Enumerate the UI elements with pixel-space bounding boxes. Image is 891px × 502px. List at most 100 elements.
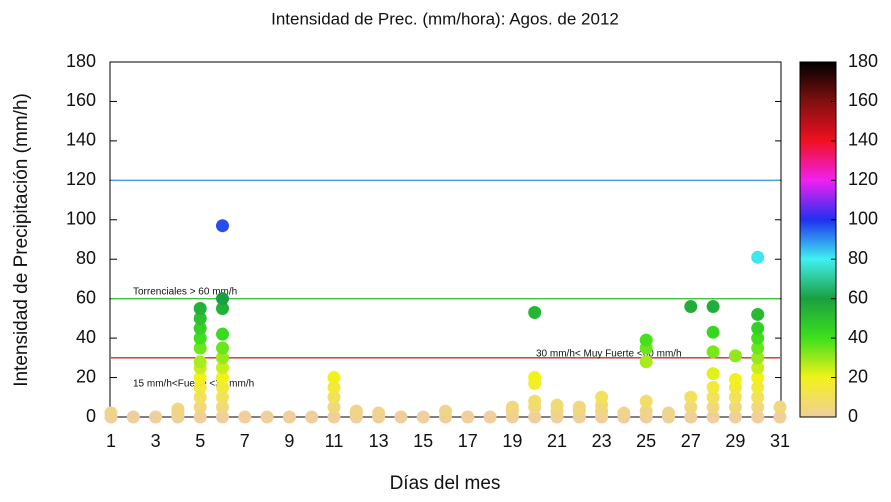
x-tick-label: 5 (195, 431, 205, 451)
data-point (572, 400, 586, 414)
data-point (193, 302, 207, 316)
data-point (639, 355, 653, 369)
data-point (282, 410, 296, 424)
data-point (639, 333, 653, 347)
data-point (595, 390, 609, 404)
data-point (617, 406, 631, 420)
data-point (216, 292, 229, 306)
plot-frame (109, 61, 782, 418)
y-tick-label: 40 (76, 327, 96, 347)
x-tick-label: 15 (413, 431, 433, 451)
data-point (149, 410, 163, 424)
data-point (439, 404, 452, 418)
y-tick-label: 160 (66, 90, 96, 110)
data-point (216, 390, 229, 404)
data-point (706, 300, 720, 314)
x-tick-label: 23 (592, 431, 612, 451)
data-point (639, 404, 653, 418)
data-point (773, 410, 787, 424)
x-tick-label: 7 (240, 431, 250, 451)
data-point (216, 400, 229, 414)
y-tick-label: 0 (86, 406, 96, 426)
x-tick-label: 11 (325, 431, 344, 451)
data-point (751, 307, 765, 321)
data-point (773, 400, 787, 414)
y-tick-label: 80 (76, 248, 96, 268)
data-point (528, 394, 542, 408)
annotation: 15 mm/h<Fuerte <30 mm/h (133, 379, 254, 390)
data-point (216, 302, 229, 316)
data-point (662, 406, 675, 420)
data-point (260, 410, 274, 424)
data-point (483, 410, 497, 424)
data-point (684, 410, 698, 424)
data-point (751, 321, 765, 335)
colorbar-tick-label: 120 (848, 169, 878, 189)
data-point (372, 406, 386, 420)
colorbar-tick-label: 140 (848, 130, 878, 150)
data-point (193, 400, 207, 414)
chart-title: Intensidad de Prec. (mm/hora): Agos. de … (271, 9, 619, 28)
data-point (751, 341, 765, 355)
data-point (751, 410, 765, 424)
colorbar-tick-label: 40 (848, 327, 868, 347)
data-point (684, 390, 698, 404)
data-point (751, 371, 765, 385)
data-point (193, 410, 207, 424)
data-point (751, 400, 765, 414)
data-point (751, 361, 765, 375)
data-point (305, 410, 319, 424)
colorbar-tick-label: 180 (848, 51, 878, 71)
data-point (216, 219, 229, 233)
y-tick-label: 140 (66, 130, 96, 150)
x-tick-label: 9 (284, 431, 294, 451)
data-point (461, 410, 475, 424)
data-point (193, 341, 207, 355)
data-point (327, 390, 341, 404)
data-point (327, 371, 341, 385)
x-tick-label: 13 (369, 431, 389, 451)
data-point (639, 394, 653, 408)
data-point (126, 410, 140, 424)
data-point (706, 410, 720, 424)
x-tick-label: 29 (725, 431, 745, 451)
data-point (349, 404, 363, 418)
x-tick-label: 25 (636, 431, 656, 451)
x-tick-label: 3 (151, 431, 161, 451)
data-point (193, 371, 207, 385)
data-point (193, 321, 207, 335)
y-tick-label: 100 (66, 209, 96, 229)
data-point (706, 345, 720, 359)
y-tick-label: 180 (66, 51, 96, 71)
colorbar (799, 61, 837, 418)
data-point (706, 380, 720, 394)
reference-label: 30 mm/h< Muy Fuerte <60 mm/h (536, 349, 682, 360)
data-point (193, 380, 207, 394)
x-tick-label: 17 (458, 431, 478, 451)
data-point (684, 300, 698, 314)
data-point (394, 410, 408, 424)
y-tick-label: 20 (76, 366, 96, 386)
data-point (728, 400, 742, 414)
data-point (728, 349, 742, 363)
data-point (216, 341, 229, 355)
x-axis-label: Días del mes (390, 473, 501, 494)
data-point (193, 390, 207, 404)
data-point (706, 390, 720, 404)
data-point (216, 380, 229, 394)
x-tick-label: 21 (547, 431, 567, 451)
data-point (216, 371, 229, 385)
data-point (751, 331, 765, 345)
data-point (327, 380, 341, 394)
data-point (528, 371, 542, 385)
data-point (171, 402, 185, 416)
data-point (216, 351, 229, 365)
data-point (728, 390, 742, 404)
data-point (550, 398, 564, 412)
data-point (706, 400, 720, 414)
data-point (193, 355, 207, 369)
data-point (416, 410, 430, 424)
data-point (706, 367, 720, 381)
data-point (238, 410, 252, 424)
